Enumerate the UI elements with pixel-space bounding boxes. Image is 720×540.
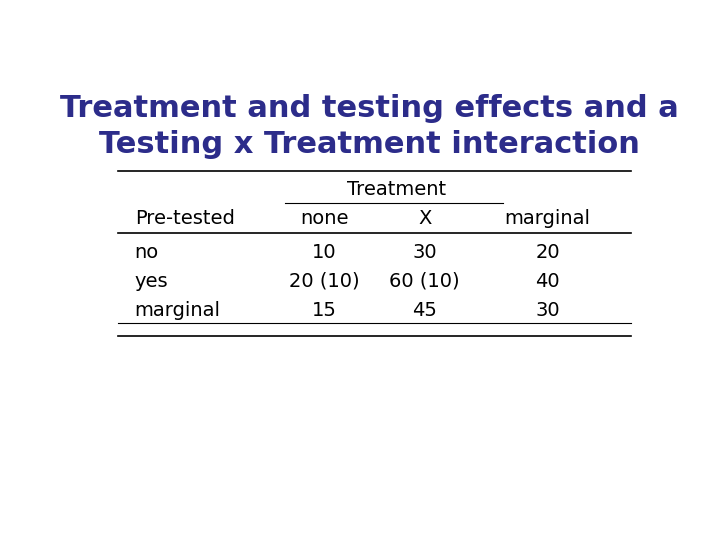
Text: Treatment: Treatment	[347, 180, 446, 199]
Text: yes: yes	[135, 272, 168, 291]
Text: 30: 30	[413, 243, 437, 262]
Text: marginal: marginal	[135, 301, 220, 320]
Text: none: none	[300, 209, 348, 228]
Text: 20 (10): 20 (10)	[289, 272, 360, 291]
Text: Treatment and testing effects and a
Testing x Treatment interaction: Treatment and testing effects and a Test…	[60, 94, 678, 159]
Text: 60 (10): 60 (10)	[390, 272, 460, 291]
Text: 40: 40	[535, 272, 560, 291]
Text: marginal: marginal	[505, 209, 590, 228]
Text: 45: 45	[413, 301, 437, 320]
Text: 20: 20	[535, 243, 560, 262]
Text: X: X	[418, 209, 431, 228]
Text: no: no	[135, 243, 159, 262]
Text: 15: 15	[312, 301, 337, 320]
Text: 10: 10	[312, 243, 337, 262]
Text: 30: 30	[535, 301, 560, 320]
Text: Pre-tested: Pre-tested	[135, 209, 235, 228]
